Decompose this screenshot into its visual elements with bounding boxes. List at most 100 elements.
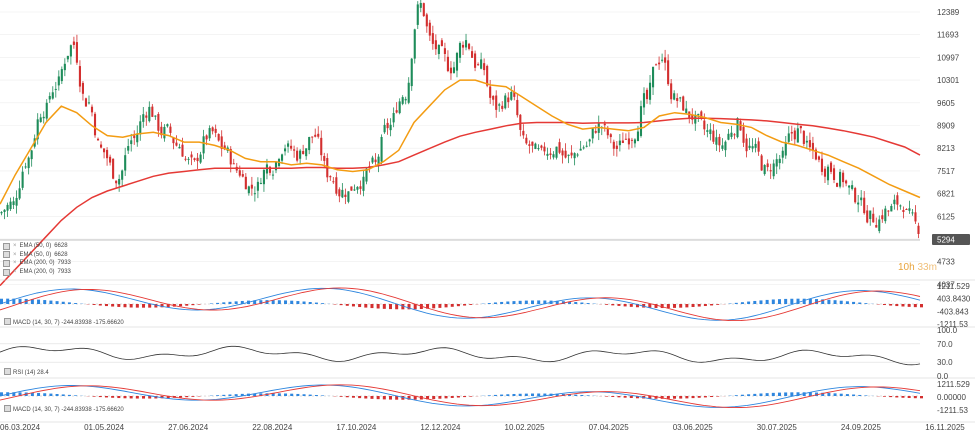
macd1-hist-bar <box>635 304 639 308</box>
macd2-hist-bar <box>629 396 633 399</box>
candle-body <box>627 138 630 145</box>
macd1-hist-bar <box>469 304 473 305</box>
macd1-hist-bar <box>314 302 318 304</box>
candle-body <box>736 118 739 138</box>
candle-body <box>531 141 534 146</box>
legend-item[interactable]: × EMA (50, 0) 6628 <box>3 242 71 251</box>
macd1-hist-bar <box>277 300 281 304</box>
macd2-hist-bar <box>382 396 386 400</box>
macd2-tick-label: 0.00000 <box>937 393 966 402</box>
settings-icon[interactable] <box>3 251 10 259</box>
rsi-tick-label: 30.0 <box>937 358 953 367</box>
macd2-hist-bar <box>685 396 689 399</box>
macd2-hist-bar <box>679 396 683 399</box>
price-tick-label: 9605 <box>937 99 955 108</box>
settings-icon[interactable] <box>4 405 11 412</box>
candle-body <box>112 158 115 179</box>
macd2-hist-bar <box>111 396 115 398</box>
macd1-hist-bar <box>432 304 436 309</box>
macd2-hist-bar <box>345 396 349 398</box>
macd1-hist-bar <box>518 300 522 304</box>
candle-body <box>72 41 75 45</box>
candle-body <box>30 150 33 160</box>
candle-body <box>715 137 718 145</box>
candle-body <box>501 105 504 109</box>
macd1-hist-bar <box>660 304 664 309</box>
candle-body <box>425 14 428 27</box>
settings-icon[interactable] <box>4 318 11 325</box>
price-tick-label: 4037 <box>937 280 955 289</box>
macd1-hist-bar <box>654 304 658 308</box>
candle-body <box>507 97 510 103</box>
candle-body <box>754 143 757 148</box>
candle-body <box>651 66 655 88</box>
candle-body <box>911 212 914 214</box>
settings-icon[interactable] <box>3 242 10 250</box>
macd2-hist-bar <box>531 393 535 396</box>
macd2-hist-bar <box>49 393 53 396</box>
candle-body <box>483 63 486 71</box>
candle-body <box>341 189 344 198</box>
candle-body <box>121 170 124 180</box>
macd-label[interactable]: MACD (14, 30, 7) -244.83938 -175.66620 <box>4 318 124 326</box>
candle-body <box>700 111 703 119</box>
macd1-hist-bar <box>444 304 448 308</box>
macd2-hist-bar <box>117 396 121 399</box>
candle-body <box>157 114 160 131</box>
candle-body <box>377 156 380 165</box>
macd2-hist-bar <box>901 396 905 398</box>
candle-body <box>15 197 18 206</box>
settings-icon[interactable] <box>3 268 10 276</box>
macd1-hist-bar <box>308 302 312 304</box>
macd2-hist-bar <box>845 394 849 396</box>
rsi-label[interactable]: RSI (14) 28.4 <box>4 368 49 376</box>
candle-body <box>205 135 208 140</box>
macd2-hist-bar <box>191 396 195 397</box>
candle-body <box>709 129 712 135</box>
candle-body <box>202 136 205 154</box>
candle-body <box>274 162 278 171</box>
candle-body <box>187 158 190 160</box>
macd1-hist-bar <box>716 304 720 305</box>
close-icon[interactable]: × <box>13 243 17 249</box>
macd1-hist-bar <box>98 304 102 306</box>
macd1-hist-bar <box>852 301 856 304</box>
macd1-hist-bar <box>302 301 306 304</box>
macd2-hist-bar <box>827 393 831 396</box>
legend-item[interactable]: × EMA (200, 0) 7933 <box>3 268 71 277</box>
legend-item[interactable]: × EMA (200, 0) 7933 <box>3 259 71 268</box>
legend-item[interactable]: × EMA (50, 0) 6628 <box>3 251 71 260</box>
candle-body <box>431 33 434 44</box>
macd1-hist-bar <box>228 301 232 304</box>
settings-icon[interactable] <box>4 368 11 375</box>
candle-body <box>0 212 3 214</box>
macd1-hist-bar <box>882 304 886 306</box>
macd2-hist-bar <box>815 392 819 396</box>
settings-icon[interactable] <box>3 259 10 267</box>
candle-body <box>386 122 389 129</box>
candle-body <box>6 204 9 211</box>
candle-body <box>380 136 383 162</box>
macd1-hist-bar <box>129 304 133 308</box>
macd1-hist-bar <box>388 304 392 310</box>
legend-label: EMA (50, 0) <box>19 243 52 249</box>
legend-label: EMA (200, 0) <box>19 260 55 267</box>
candle-body <box>220 136 223 149</box>
candle-body <box>211 127 214 132</box>
close-icon[interactable]: × <box>13 260 17 267</box>
candle-body <box>612 141 615 149</box>
time-tick-label: 22.08.2024 <box>252 423 293 432</box>
macd1-hist-bar <box>339 304 343 306</box>
candle-body <box>63 63 66 71</box>
macd2-label[interactable]: MACD (14, 30, 7) -244.83938 -175.66620 <box>4 405 124 413</box>
candle-body <box>359 186 362 189</box>
close-icon[interactable]: × <box>13 268 17 275</box>
macd2-hist-bar <box>635 396 639 399</box>
macd1-hist-bar <box>827 299 831 304</box>
candle-body <box>802 130 805 144</box>
macd1-hist-bar <box>629 304 633 307</box>
macd1-hist-bar <box>864 303 868 304</box>
close-icon[interactable]: × <box>13 251 17 258</box>
candle-body <box>549 153 552 155</box>
